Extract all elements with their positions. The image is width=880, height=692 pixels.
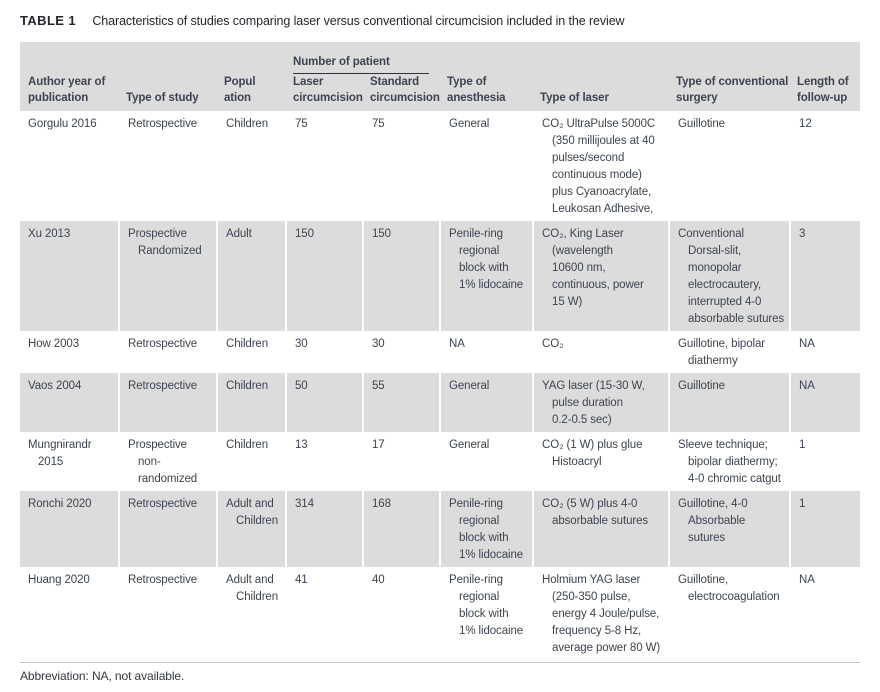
- cell-laser-type: YAG laser (15-30 W, pulse duration 0.2-0…: [532, 373, 669, 432]
- spanner-label: Number of patient: [293, 55, 430, 74]
- table-header: Number of patient Author year of publica…: [20, 42, 861, 111]
- cell-laser-n: 30: [285, 331, 363, 373]
- cell-population: Adult and Children: [216, 491, 286, 567]
- header-labels-row: Author year of publication Type of study…: [20, 74, 861, 111]
- cell-conventional-surgery: Guillotine, 4-0 Absorbable sutures: [668, 491, 790, 567]
- cell-laser-n: 150: [285, 221, 363, 331]
- cell-laser-type: CO₂: [532, 331, 669, 373]
- cell-study-type: Retrospective: [118, 491, 216, 567]
- cell-anesthesia: Penile-ring regional block with 1% lidoc…: [439, 491, 533, 567]
- table-body: Gorgulu 2016 Retrospective Children 75 7…: [20, 111, 861, 660]
- cell-followup: 1: [789, 491, 861, 567]
- col-header-author: Author year of publication: [20, 74, 118, 111]
- cell-followup: NA: [789, 373, 861, 432]
- cell-population: Children: [216, 432, 286, 491]
- cell-author: How 2003: [20, 331, 118, 373]
- table-row-huang-2020: Huang 2020 Retrospective Adult and Child…: [20, 567, 861, 660]
- table-row-how-2003: How 2003 Retrospective Children 30 30 NA…: [20, 331, 861, 373]
- cell-conventional-surgery: Guillotine: [668, 111, 790, 221]
- table-row-xu-2013: Xu 2013 Prospective Randomized Adult 150…: [20, 221, 861, 331]
- cell-conventional-surgery: Guillotine, electrocoagulation: [668, 567, 790, 660]
- table-caption: TABLE 1 Characteristics of studies compa…: [20, 12, 860, 30]
- table-caption-text: Characteristics of studies comparing las…: [92, 14, 625, 28]
- studies-table: Number of patient Author year of publica…: [20, 42, 861, 660]
- cell-study-type: Prospective non- randomized: [118, 432, 216, 491]
- col-header-study-type: Type of study: [118, 74, 216, 111]
- spanner-empty-right: [439, 42, 861, 74]
- cell-laser-type: CO₂ UltraPulse 5000C (350 millijoules at…: [532, 111, 669, 221]
- cell-population: Adult and Children: [216, 567, 286, 660]
- cell-author: Huang 2020: [20, 567, 118, 660]
- cell-anesthesia: Penile-ring regional block with 1% lidoc…: [439, 221, 533, 331]
- cell-standard-n: 55: [362, 373, 440, 432]
- cell-anesthesia: General: [439, 373, 533, 432]
- cell-standard-n: 30: [362, 331, 440, 373]
- table-number-label: TABLE 1: [20, 13, 77, 28]
- cell-standard-n: 168: [362, 491, 440, 567]
- cell-author: Vaos 2004: [20, 373, 118, 432]
- cell-population: Adult: [216, 221, 286, 331]
- cell-population: Children: [216, 373, 286, 432]
- cell-laser-type: CO₂ (5 W) plus 4-0 absorbable sutures: [532, 491, 669, 567]
- cell-anesthesia: General: [439, 111, 533, 221]
- cell-population: Children: [216, 111, 286, 221]
- cell-followup: NA: [789, 331, 861, 373]
- cell-standard-n: 17: [362, 432, 440, 491]
- cell-standard-n: 40: [362, 567, 440, 660]
- cell-followup: 12: [789, 111, 861, 221]
- cell-followup: NA: [789, 567, 861, 660]
- cell-population: Children: [216, 331, 286, 373]
- spanner-row: Number of patient: [20, 42, 861, 74]
- cell-anesthesia: General: [439, 432, 533, 491]
- col-header-laser-circumcision: Laser circumcision: [285, 74, 363, 111]
- spanner-number-of-patient: Number of patient: [285, 42, 440, 74]
- cell-laser-type: CO₂ (1 W) plus glue Histoacryl: [532, 432, 669, 491]
- cell-standard-n: 75: [362, 111, 440, 221]
- col-header-laser-type: Type of laser: [532, 74, 669, 111]
- cell-anesthesia: Penile-ring regional block with 1% lidoc…: [439, 567, 533, 660]
- cell-laser-n: 13: [285, 432, 363, 491]
- table-row-ronchi-2020: Ronchi 2020 Retrospective Adult and Chil…: [20, 491, 861, 567]
- col-header-population: Popul ation: [216, 74, 286, 111]
- cell-laser-n: 75: [285, 111, 363, 221]
- table-row-mungnirandr-2015: Mungnirandr 2015 Prospective non- random…: [20, 432, 861, 491]
- table-row-vaos-2004: Vaos 2004 Retrospective Children 50 55 G…: [20, 373, 861, 432]
- cell-conventional-surgery: Conventional Dorsal-slit, monopolar elec…: [668, 221, 790, 331]
- cell-standard-n: 150: [362, 221, 440, 331]
- cell-study-type: Retrospective: [118, 567, 216, 660]
- cell-conventional-surgery: Sleeve technique; bipolar diathermy; 4-0…: [668, 432, 790, 491]
- cell-laser-type: CO₂, King Laser (wavelength 10600 nm, co…: [532, 221, 669, 331]
- cell-followup: 1: [789, 432, 861, 491]
- table-row-gorgulu-2016: Gorgulu 2016 Retrospective Children 75 7…: [20, 111, 861, 221]
- footnote-divider: [20, 662, 860, 663]
- col-header-standard-circumcision: Standard circumcision: [362, 74, 440, 111]
- cell-author: Mungnirandr 2015: [20, 432, 118, 491]
- cell-author: Xu 2013: [20, 221, 118, 331]
- col-header-followup: Length of follow-up: [789, 74, 861, 111]
- cell-study-type: Retrospective: [118, 331, 216, 373]
- cell-laser-type: Holmium YAG laser (250-350 pulse, energy…: [532, 567, 669, 660]
- cell-author: Gorgulu 2016: [20, 111, 118, 221]
- cell-author: Ronchi 2020: [20, 491, 118, 567]
- cell-anesthesia: NA: [439, 331, 533, 373]
- cell-study-type: Prospective Randomized: [118, 221, 216, 331]
- col-header-anesthesia: Type of anesthesia: [439, 74, 533, 111]
- cell-study-type: Retrospective: [118, 373, 216, 432]
- col-header-conventional-surgery: Type of conventional surgery: [668, 74, 790, 111]
- cell-followup: 3: [789, 221, 861, 331]
- abbreviation-note: Abbreviation: NA, not available.: [20, 669, 185, 683]
- cell-conventional-surgery: Guillotine, bipolar diathermy: [668, 331, 790, 373]
- spanner-empty-left: [20, 42, 286, 74]
- cell-conventional-surgery: Guillotine: [668, 373, 790, 432]
- cell-study-type: Retrospective: [118, 111, 216, 221]
- cell-laser-n: 50: [285, 373, 363, 432]
- cell-laser-n: 41: [285, 567, 363, 660]
- cell-laser-n: 314: [285, 491, 363, 567]
